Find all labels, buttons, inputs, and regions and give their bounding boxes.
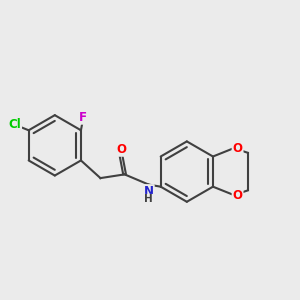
Text: O: O xyxy=(116,143,126,156)
Text: H: H xyxy=(144,194,153,205)
Text: N: N xyxy=(144,185,154,198)
Text: O: O xyxy=(232,188,243,202)
Text: F: F xyxy=(79,111,87,124)
Text: O: O xyxy=(232,142,243,154)
Text: Cl: Cl xyxy=(8,118,21,131)
